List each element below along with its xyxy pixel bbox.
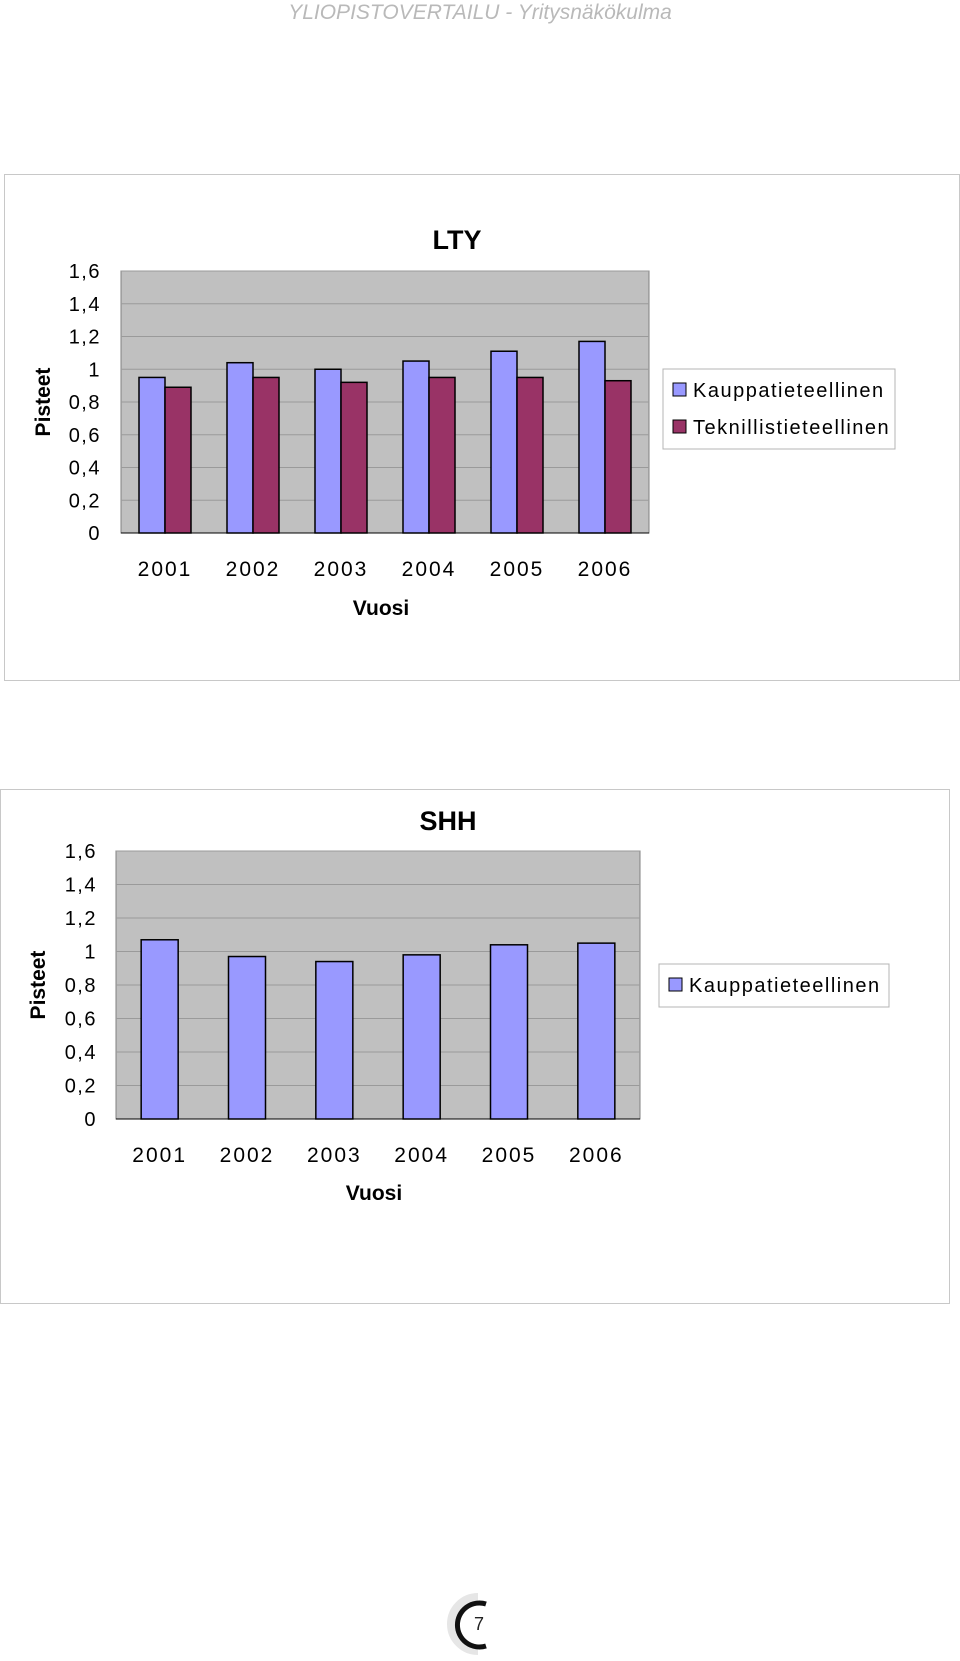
bar <box>489 944 529 1120</box>
y-tick-label: 1 <box>84 942 97 964</box>
x-tick-label: 2002 <box>220 1144 275 1167</box>
x-tick-label: 2006 <box>569 1144 624 1167</box>
bar <box>252 376 280 534</box>
legend-box <box>662 368 896 450</box>
y-tick-label: 1,2 <box>65 908 97 930</box>
bar <box>340 381 368 534</box>
legend-box <box>658 963 890 1008</box>
legend-label: Kauppatieteellinen <box>689 975 881 997</box>
x-tick-label: 2003 <box>314 558 369 581</box>
x-tick-label: 2003 <box>307 1144 362 1167</box>
bar <box>140 939 179 1120</box>
y-tick-label: 0 <box>88 523 101 545</box>
bar <box>164 386 192 534</box>
x-tick-label: 2006 <box>578 558 633 581</box>
legend-swatch <box>672 419 687 434</box>
y-axis-label: Pisteet <box>32 368 55 437</box>
bar <box>428 376 456 534</box>
chart-shh-svg: SHH 0 0,2 0,4 0,6 0,8 1 1,2 1,4 1,6 2001 2002 2003 20… <box>27 806 890 1205</box>
x-tick-label: 2004 <box>394 1144 449 1167</box>
y-tick-label: 1,6 <box>69 261 101 283</box>
y-tick-label: 1,2 <box>69 327 101 349</box>
y-tick-label: 0,4 <box>65 1042 97 1064</box>
y-tick-label: 0,8 <box>69 392 101 414</box>
x-tick-label: 2005 <box>482 1144 537 1167</box>
x-axis-label: Vuosi <box>353 597 409 620</box>
bar <box>402 954 441 1120</box>
legend-label: Teknillistieteellinen <box>693 417 890 439</box>
chart-lty: LTY 0 0,2 0,4 0,6 0,8 1 1,2 1,4 1,6 2001 2002 2003 20… <box>4 174 960 681</box>
page-header: YLIOPISTOVERTAILU - Yritysnäkökulma <box>288 1 672 24</box>
y-tick-label: 0,2 <box>65 1076 97 1098</box>
y-tick-label: 1,4 <box>65 875 97 897</box>
y-tick-label: 0,6 <box>69 425 101 447</box>
y-tick-label: 1 <box>88 359 101 381</box>
y-tick-label: 1,6 <box>65 841 97 863</box>
y-axis-label: Pisteet <box>27 951 50 1020</box>
y-tick-label: 0,4 <box>69 458 101 480</box>
x-tick-label: 2001 <box>132 1144 187 1167</box>
logo-icon <box>447 1593 487 1655</box>
x-tick-label: 2002 <box>226 558 281 581</box>
bar <box>490 350 518 534</box>
y-tick-label: 0,8 <box>65 975 97 997</box>
bar <box>138 376 166 534</box>
bar <box>604 379 632 534</box>
y-tick-label: 0,2 <box>69 490 101 512</box>
y-tick-label: 0 <box>84 1109 97 1131</box>
bar <box>226 361 254 534</box>
chart-title: LTY <box>433 225 482 255</box>
bar <box>577 942 616 1120</box>
x-axis-label: Vuosi <box>346 1182 402 1205</box>
x-tick-label: 2001 <box>138 558 193 581</box>
chart-lty-svg: LTY 0 0,2 0,4 0,6 0,8 1 1,2 1,4 1,6 2001 2002 2003 20… <box>32 225 896 620</box>
bar <box>578 340 606 534</box>
bar <box>314 368 342 534</box>
bar <box>402 360 430 534</box>
legend-swatch <box>668 977 683 992</box>
bar <box>227 955 267 1120</box>
y-tick-label: 0,6 <box>65 1009 97 1031</box>
page-footer: 7 <box>440 1592 500 1656</box>
bar <box>516 376 544 534</box>
x-tick-label: 2004 <box>402 558 457 581</box>
y-tick-label: 1,4 <box>69 294 101 316</box>
legend-swatch <box>672 382 687 397</box>
chart-shh: SHH 0 0,2 0,4 0,6 0,8 1 1,2 1,4 1,6 2001 2002 2003 20… <box>0 789 950 1304</box>
chart-title: SHH <box>419 806 476 836</box>
bar <box>315 960 354 1120</box>
x-tick-label: 2005 <box>490 558 545 581</box>
legend-label: Kauppatieteellinen <box>693 380 885 402</box>
page-number: 7 <box>474 1614 485 1634</box>
